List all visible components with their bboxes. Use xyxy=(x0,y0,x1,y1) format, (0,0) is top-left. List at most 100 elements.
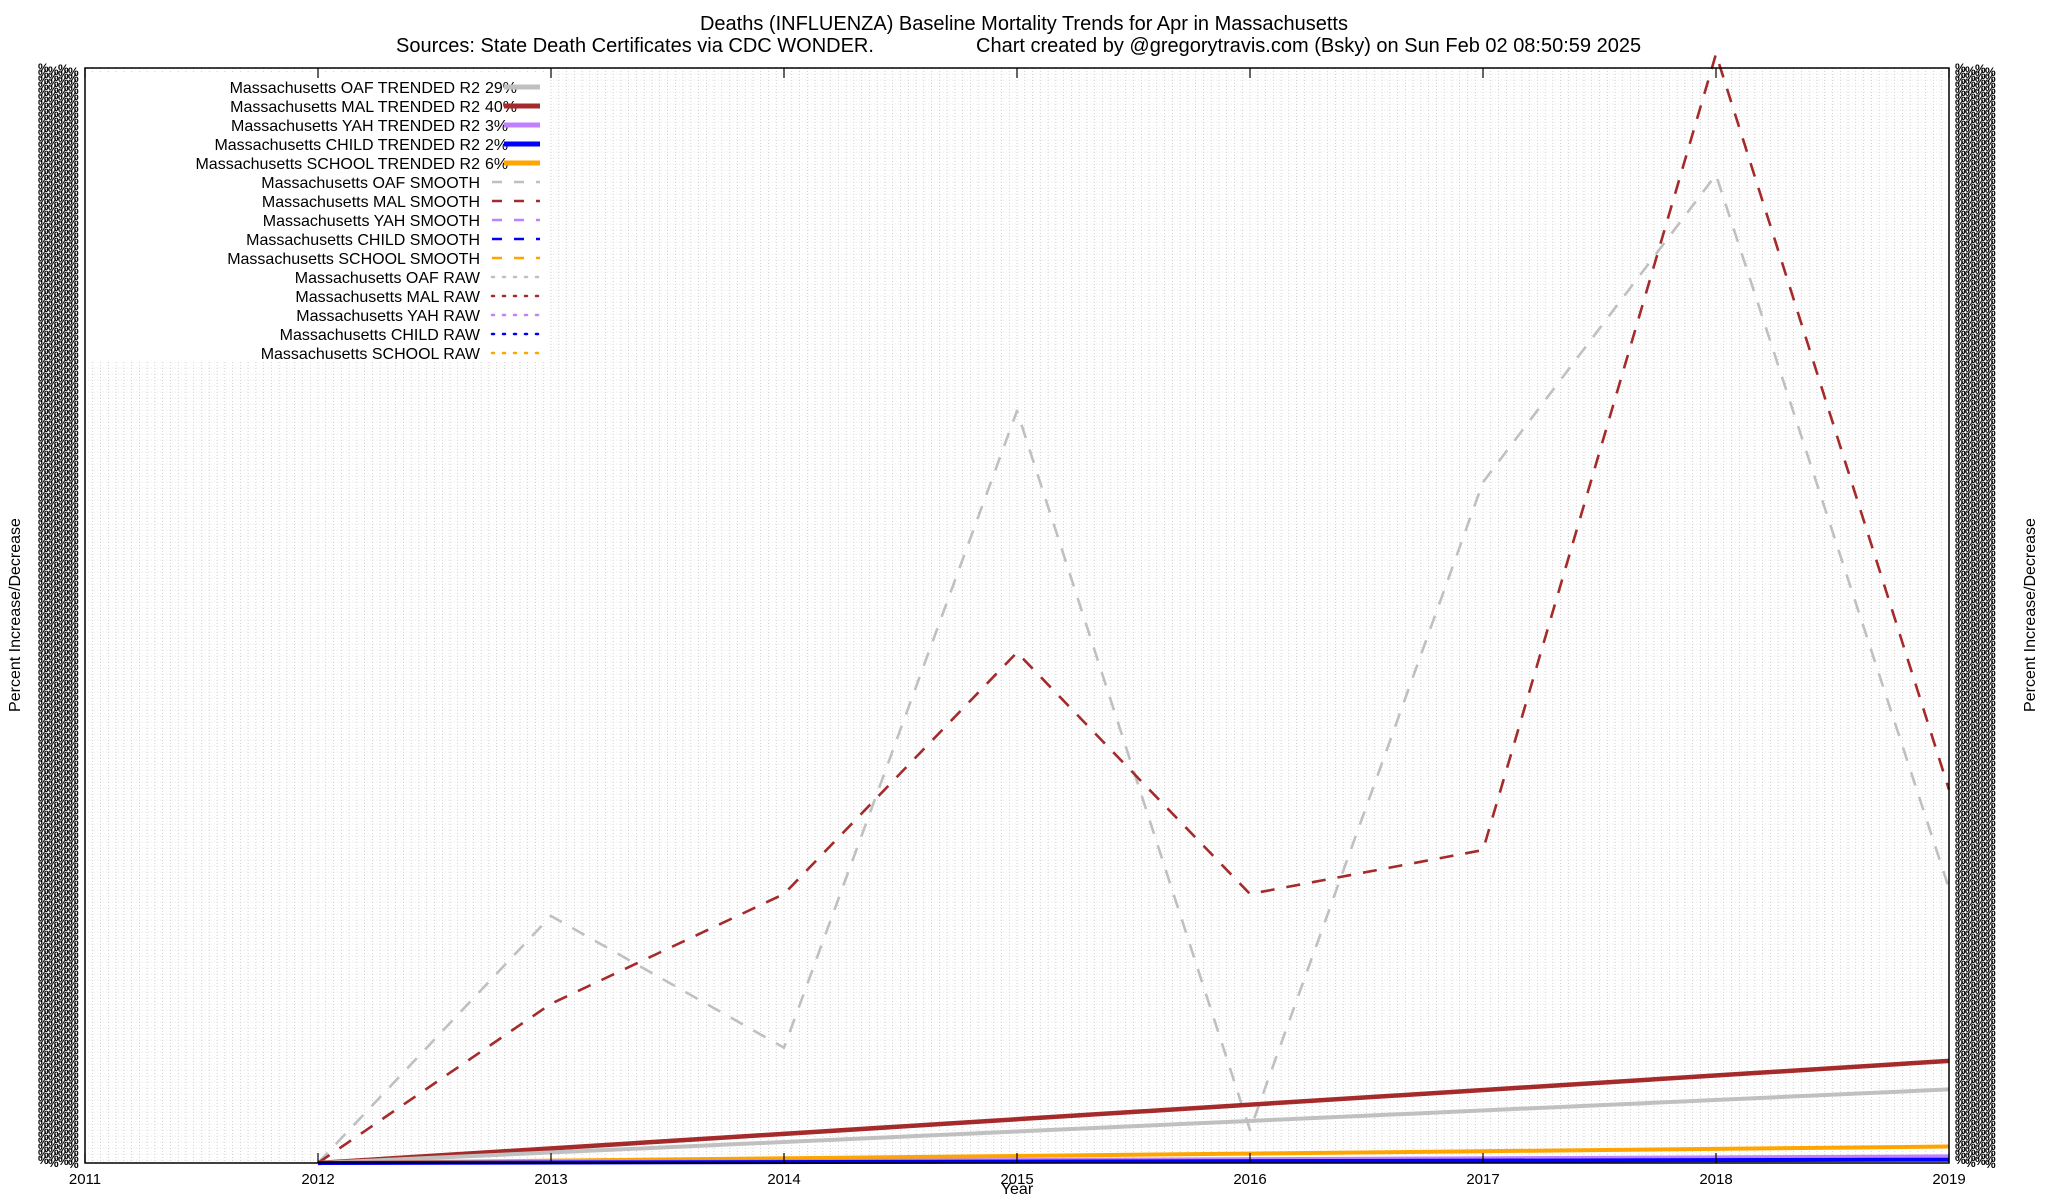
y-tick-label: % xyxy=(1965,772,1976,786)
y-tick-label: % xyxy=(58,884,69,898)
y-tick-label: % xyxy=(1975,614,1986,628)
y-tick-label: % xyxy=(48,460,59,474)
y-tick-label: % xyxy=(48,496,59,510)
y-tick-label: % xyxy=(1975,512,1986,526)
y-tick-label: % xyxy=(1955,739,1966,753)
y-tick-label: % xyxy=(58,752,69,766)
y-tick-label: % xyxy=(1985,269,1996,283)
y-tick-label: % xyxy=(48,634,59,648)
y-tick-label: % xyxy=(1975,1028,1986,1042)
y-tick-label: % xyxy=(68,521,79,535)
y-tick-label: % xyxy=(48,490,59,504)
y-tick-label: % xyxy=(1965,682,1976,696)
y-tick-label: % xyxy=(68,935,79,949)
y-tick-label: % xyxy=(48,76,59,90)
y-tick-label: % xyxy=(58,518,69,532)
y-tick-label: % xyxy=(48,658,59,672)
y-tick-label: % xyxy=(1965,1120,1976,1134)
y-tick-label: % xyxy=(38,169,49,183)
y-tick-label: % xyxy=(1955,583,1966,597)
y-tick-label: % xyxy=(58,650,69,664)
y-tick-label: % xyxy=(48,940,59,954)
y-tick-label: % xyxy=(1975,890,1986,904)
y-tick-label: % xyxy=(1985,857,1996,871)
y-tick-label: % xyxy=(1965,76,1976,90)
y-tick-label: % xyxy=(1975,302,1986,316)
y-tick-label: % xyxy=(58,746,69,760)
y-tick-label: % xyxy=(58,440,69,454)
y-tick-label: % xyxy=(1955,871,1966,885)
y-tick-label: % xyxy=(1965,382,1976,396)
y-tick-label: % xyxy=(1975,380,1986,394)
y-tick-label: % xyxy=(38,97,49,111)
y-tick-label: % xyxy=(38,265,49,279)
y-tick-label: % xyxy=(1985,1157,1996,1171)
y-tick-label: % xyxy=(68,749,79,763)
y-tick-label: % xyxy=(1985,503,1996,517)
y-tick-label: % xyxy=(1965,646,1976,660)
y-tick-label: % xyxy=(1985,875,1996,889)
y-tick-label: % xyxy=(1985,1013,1996,1027)
y-tick-label: % xyxy=(1965,778,1976,792)
y-tick-label: % xyxy=(38,139,49,153)
y-tick-label: % xyxy=(48,238,59,252)
y-tick-label: % xyxy=(48,802,59,816)
y-tick-label: % xyxy=(1975,674,1986,688)
y-tick-label: % xyxy=(1985,689,1996,703)
y-tick-label: % xyxy=(38,367,49,381)
y-tick-label: % xyxy=(68,539,79,553)
y-tick-label: % xyxy=(68,863,79,877)
y-tick-label: % xyxy=(1985,731,1996,745)
y-tick-label: % xyxy=(48,376,59,390)
y-tick-label: % xyxy=(68,281,79,295)
y-tick-label: % xyxy=(58,1124,69,1138)
y-tick-label: % xyxy=(58,218,69,232)
y-tick-label: % xyxy=(48,418,59,432)
y-tick-label: % xyxy=(1975,800,1986,814)
y-tick-label: % xyxy=(68,83,79,97)
y-tick-label: % xyxy=(58,950,69,964)
y-tick-label: % xyxy=(68,1001,79,1015)
y-tick-label: % xyxy=(1965,796,1976,810)
y-tick-label: % xyxy=(38,187,49,201)
y-tick-label: % xyxy=(1985,785,1996,799)
y-tick-label: % xyxy=(1965,952,1976,966)
y-tick-label: % xyxy=(68,893,79,907)
y-tick-label: % xyxy=(58,398,69,412)
y-tick-label: % xyxy=(68,911,79,925)
y-tick-label: % xyxy=(48,286,59,300)
y-tick-label: % xyxy=(48,250,59,264)
y-tick-label: % xyxy=(58,668,69,682)
y-tick-label: % xyxy=(58,566,69,580)
y-tick-label: % xyxy=(1965,892,1976,906)
y-tick-label: % xyxy=(1955,79,1966,93)
y-tick-label: % xyxy=(1985,473,1996,487)
y-tick-label: % xyxy=(1955,805,1966,819)
y-tick-label: % xyxy=(1965,106,1976,120)
y-tick-label: % xyxy=(1985,293,1996,307)
y-tick-label: % xyxy=(1965,856,1976,870)
y-tick-label: % xyxy=(1985,995,1996,1009)
y-tick-label: % xyxy=(38,1009,49,1023)
y-tick-label: % xyxy=(1965,688,1976,702)
y-tick-label: % xyxy=(68,263,79,277)
x-tick-label: 2014 xyxy=(767,1171,800,1188)
y-tick-label: % xyxy=(48,448,59,462)
y-tick-label: % xyxy=(1975,194,1986,208)
y-tick-label: % xyxy=(1985,425,1996,439)
y-tick-label: % xyxy=(1975,104,1986,118)
y-tick-label: % xyxy=(48,640,59,654)
y-tick-label: % xyxy=(38,163,49,177)
y-tick-label: % xyxy=(1955,1087,1966,1101)
y-tick-label: % xyxy=(1955,373,1966,387)
y-tick-label: % xyxy=(38,937,49,951)
y-tick-label: % xyxy=(58,1004,69,1018)
y-tick-label: % xyxy=(1965,304,1976,318)
y-tick-label: % xyxy=(1955,1093,1966,1107)
y-tick-label: % xyxy=(1975,1076,1986,1090)
y-tick-label: % xyxy=(1955,715,1966,729)
y-tick-label: % xyxy=(1975,254,1986,268)
y-tick-label: % xyxy=(58,914,69,928)
y-tick-label: % xyxy=(1965,676,1976,690)
y-tick-label: % xyxy=(1975,1070,1986,1084)
